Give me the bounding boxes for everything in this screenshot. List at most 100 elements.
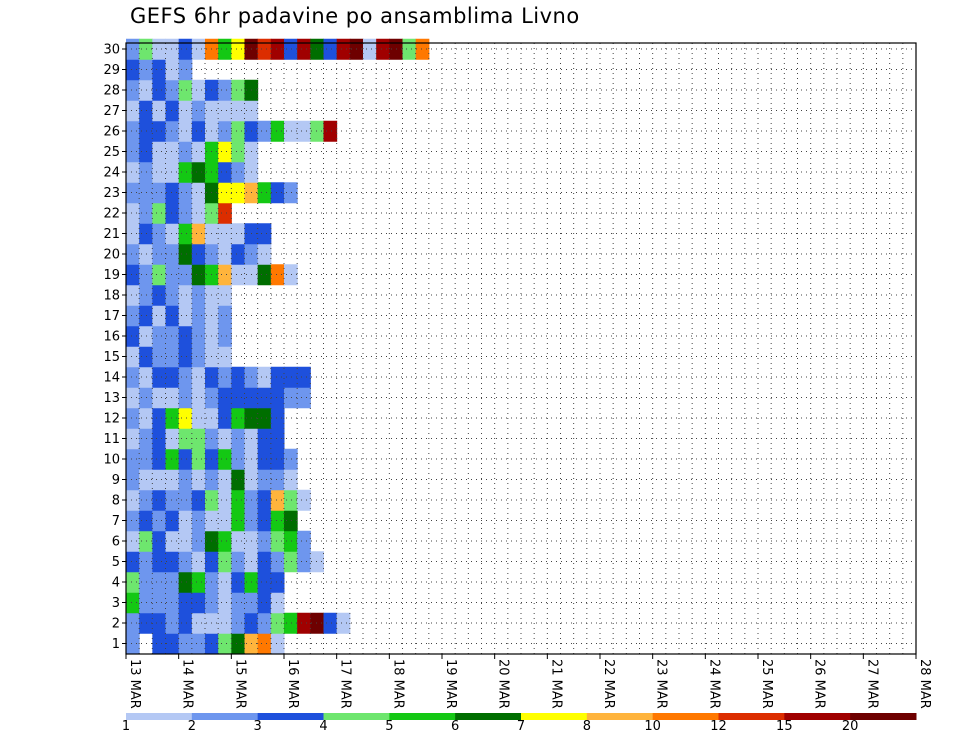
heatmap-cell [218,612,232,634]
heatmap-cell [257,551,272,573]
heatmap-cell [270,264,285,286]
y-tick-label: 30 [103,43,120,58]
heatmap-cell [152,633,166,655]
heatmap-cell [152,161,166,183]
heatmap-cell [178,38,193,60]
heatmap-cell [152,612,166,634]
heatmap-cell [257,428,272,450]
heatmap-cell [270,551,285,573]
heatmap-cell [270,571,285,593]
heatmap-cell [165,551,180,573]
heatmap-cell [231,469,245,491]
heatmap-cell [126,182,140,204]
heatmap-cell [191,284,206,306]
heatmap-cell [257,223,272,245]
heatmap-cell [191,346,206,368]
heatmap-cell [152,223,166,245]
heatmap-cell [270,407,285,429]
heatmap-cell [152,346,166,368]
heatmap-cell [218,633,232,655]
heatmap-cell [178,469,193,491]
heatmap-cell [323,38,338,60]
heatmap-cell [165,284,180,306]
heatmap-cell [178,633,193,655]
heatmap-cell [178,223,193,245]
heatmap-cell [165,407,180,429]
heatmap-cell [402,38,417,60]
y-tick-label: 7 [112,514,120,529]
legend-swatch [257,713,324,720]
x-tick-label: 19 MAR [443,659,458,709]
heatmap-cell [231,100,245,122]
heatmap-cell [126,346,140,368]
heatmap-cell [257,612,272,634]
heatmap-cell [165,325,180,347]
heatmap-cell [191,161,206,183]
x-tick-label: 23 MAR [654,659,669,709]
legend-threshold-label: 6 [451,719,460,734]
heatmap-cell [178,264,193,286]
heatmap-cell [218,284,232,306]
heatmap-cell [152,551,166,573]
y-tick-label: 1 [112,637,120,652]
heatmap-cell [165,120,180,142]
heatmap-cell [218,551,232,573]
heatmap-cell [165,223,180,245]
heatmap-cell [165,59,180,81]
heatmap-cell [231,243,245,265]
heatmap-cell [165,141,180,163]
legend-swatch [323,713,390,720]
legend-threshold-label: 1 [121,719,131,734]
x-tick-label: 18 MAR [390,659,405,709]
heatmap-cell [165,592,180,614]
y-tick-label: 17 [103,309,120,324]
heatmap-cell [270,120,285,142]
y-tick-label: 19 [103,268,120,283]
heatmap-cell [178,387,193,409]
heatmap-cell [270,530,285,552]
grid-lines [126,43,916,654]
heatmap-cell [178,571,193,593]
y-tick-label: 26 [103,125,120,140]
heatmap-cell [270,633,285,655]
heatmap-cell [297,530,311,552]
heatmap-cell [257,530,272,552]
heatmap-cell [152,387,166,409]
heatmap-cell [218,530,232,552]
heatmap-cell [231,120,245,142]
heatmap-cell [191,407,206,429]
y-tick-label: 2 [112,617,120,632]
heatmap-cell [178,592,193,614]
heatmap-cell [126,489,140,511]
y-tick-label: 5 [112,555,120,570]
y-tick-label: 27 [103,104,120,119]
heatmap-cell [284,366,298,388]
legend-threshold-label: 2 [187,719,196,734]
heatmap-cell [191,264,206,286]
heatmap-cell [178,612,193,634]
heatmap-cell [231,489,245,511]
heatmap-cell [257,264,272,286]
heatmap-cell [152,182,166,204]
heatmap-cell [257,120,272,142]
legend-swatch [850,713,917,720]
legend-swatch [191,713,259,720]
heatmap-cell [218,489,232,511]
heatmap-cell [284,530,298,552]
legend-threshold-label: 12 [710,719,727,734]
heatmap-cell [126,428,140,450]
heatmap-cell [178,120,193,142]
heatmap-cell [126,223,140,245]
heatmap-cell [178,489,193,511]
heatmap-cell [270,387,285,409]
heatmap-cell [310,38,324,60]
heatmap-cell [270,38,285,60]
heatmap-cell [126,551,140,573]
heatmap-cell [284,182,298,204]
heatmap-cell [165,366,180,388]
x-tick-label: 21 MAR [548,659,563,709]
heatmap-cell [218,243,232,265]
legend-threshold-label: 3 [253,719,262,734]
heatmap-cell [126,243,140,265]
heatmap-cell [152,428,166,450]
